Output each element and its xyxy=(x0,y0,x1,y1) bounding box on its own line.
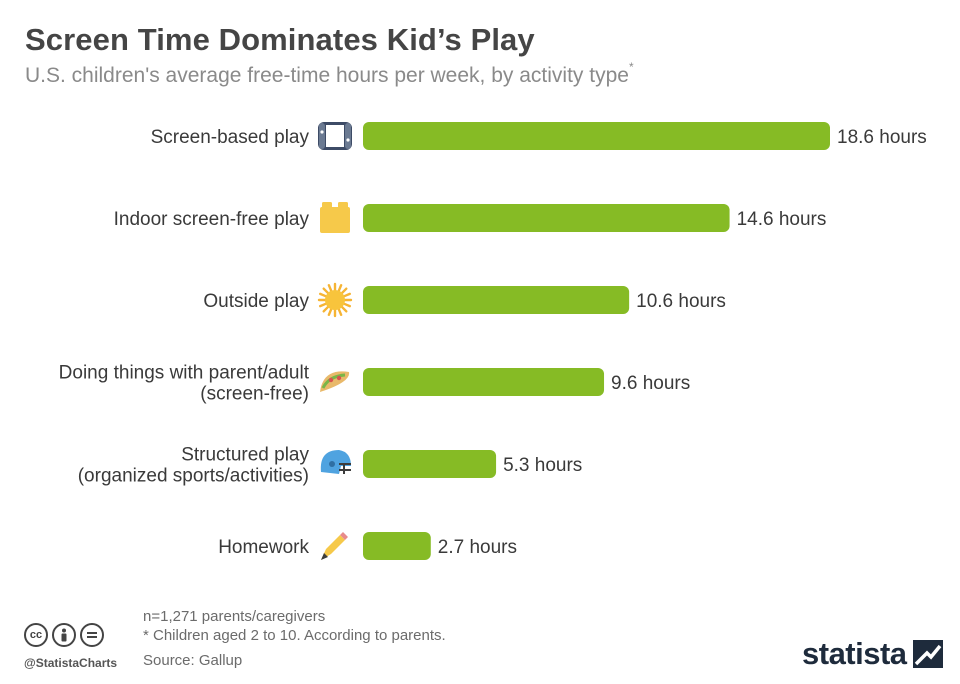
bar xyxy=(363,532,431,560)
attribution-icon xyxy=(52,623,76,647)
bar xyxy=(363,204,730,232)
chart-title: Screen Time Dominates Kid’s Play xyxy=(25,22,535,57)
value-label: 14.6 hours xyxy=(737,209,827,230)
statista-logo[interactable]: statista xyxy=(802,636,943,672)
toy-block-icon xyxy=(320,202,350,233)
chart-subtitle: U.S. children's average free-time hours … xyxy=(25,60,634,88)
game-console-icon xyxy=(318,122,352,150)
category-label: Indoor screen-free play xyxy=(114,209,310,230)
category-label: Screen-based play xyxy=(151,127,310,148)
bar xyxy=(363,368,605,396)
category-label: Structured play (organized sports/activit… xyxy=(78,445,310,487)
value-label: 10.6 hours xyxy=(636,291,726,312)
football-helmet-icon xyxy=(320,450,351,474)
no-derivatives-icon xyxy=(80,623,104,647)
brand-wordmark: statista xyxy=(802,636,907,671)
footnotes: n=1,271 parents/caregivers * Children ag… xyxy=(143,607,446,645)
twitter-handle[interactable]: @StatistaCharts xyxy=(24,656,118,670)
category-label: Homework xyxy=(218,537,309,558)
value-label: 2.7 hours xyxy=(438,537,517,558)
source-note: Source: Gallup xyxy=(143,652,243,669)
bar xyxy=(363,286,630,314)
value-label: 18.6 hours xyxy=(837,127,927,148)
subtitle-footnote-mark: * xyxy=(628,60,634,74)
statista-mark-icon xyxy=(912,640,943,668)
bar xyxy=(363,122,830,150)
subtitle-text: U.S. children's average free-time hours … xyxy=(25,64,629,87)
category-label: Outside play xyxy=(203,291,309,312)
sun-icon xyxy=(317,282,353,318)
value-label: 5.3 hours xyxy=(503,455,582,476)
bar xyxy=(363,450,497,478)
taco-icon xyxy=(320,371,350,392)
category-label: Doing things with parent/adult (screen-fr… xyxy=(59,363,310,405)
creative-commons-icon: cc xyxy=(24,623,48,647)
bar-chart: Screen-based play 18.6 hours Indoor screen… xyxy=(59,122,927,560)
license-icons[interactable]: cc xyxy=(24,623,104,647)
sample-note: n=1,271 parents/caregivers xyxy=(143,608,326,625)
age-note: * Children aged 2 to 10. According to pa… xyxy=(143,627,446,644)
pencil-icon xyxy=(321,532,348,560)
value-label: 9.6 hours xyxy=(611,373,690,394)
